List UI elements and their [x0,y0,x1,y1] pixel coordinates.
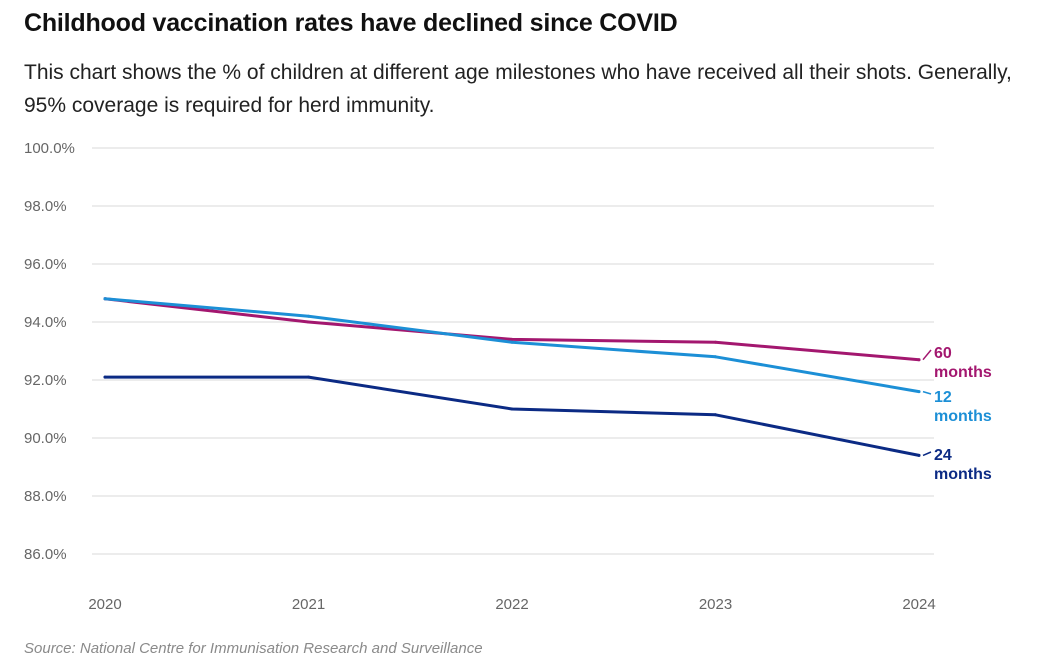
x-tick-label: 2022 [495,596,528,613]
data-point [714,355,717,359]
series-end-labels: 60 months 12 months 24 months [922,345,992,483]
y-tick-label: 86.0% [24,546,67,563]
data-point [714,413,717,417]
series-end-label-line: 12 [934,389,952,406]
y-tick-label: 98.0% [24,198,67,215]
series-end-label: 12 months [934,389,992,425]
chart-subtitle: This chart shows the % of children at di… [24,61,1012,117]
label-leader [922,349,932,361]
x-tick-label: 2020 [88,596,121,613]
data-point [103,297,107,301]
y-tick-label: 92.0% [24,372,67,389]
y-tick-label: 90.0% [24,430,67,447]
data-point [103,375,107,379]
label-leader [922,390,932,395]
data-point [510,407,514,411]
data-point [917,390,921,394]
series-end-label-line: months [934,364,992,381]
y-axis-ticks: 100.0% 98.0% 96.0% 94.0% 92.0% 90.0% 88.0% 86.0… [24,140,75,563]
data-point [510,340,514,344]
y-tick-label: 88.0% [24,488,67,505]
data-point [510,337,514,341]
series-lines [103,297,921,457]
x-axis-ticks: 2020 2021 2022 2023 2024 [88,596,935,613]
y-tick-label: 100.0% [24,140,75,157]
series-end-label: 24 months [934,447,992,483]
series-end-label-line: 24 [934,447,952,464]
series-end-label-line: 60 [934,345,952,362]
data-point [307,375,310,379]
x-tick-label: 2023 [699,596,732,613]
series-end-label-line: months [934,408,992,425]
source-note: Source: National Centre for Immunisation… [24,640,483,657]
gridlines [92,147,934,555]
data-point [917,358,921,362]
data-point [307,314,310,318]
series-end-label-line: months [934,466,992,483]
x-tick-label: 2024 [902,596,935,613]
x-tick-label: 2021 [292,596,325,613]
series-end-label: 60 months [934,345,992,381]
series-line-24-months [103,375,921,457]
y-tick-label: 94.0% [24,314,67,331]
y-tick-label: 96.0% [24,256,67,273]
label-leader [922,451,932,457]
chart-title: Childhood vaccination rates have decline… [24,9,678,37]
data-point [714,340,717,344]
data-point [307,320,310,324]
data-point [917,453,921,457]
